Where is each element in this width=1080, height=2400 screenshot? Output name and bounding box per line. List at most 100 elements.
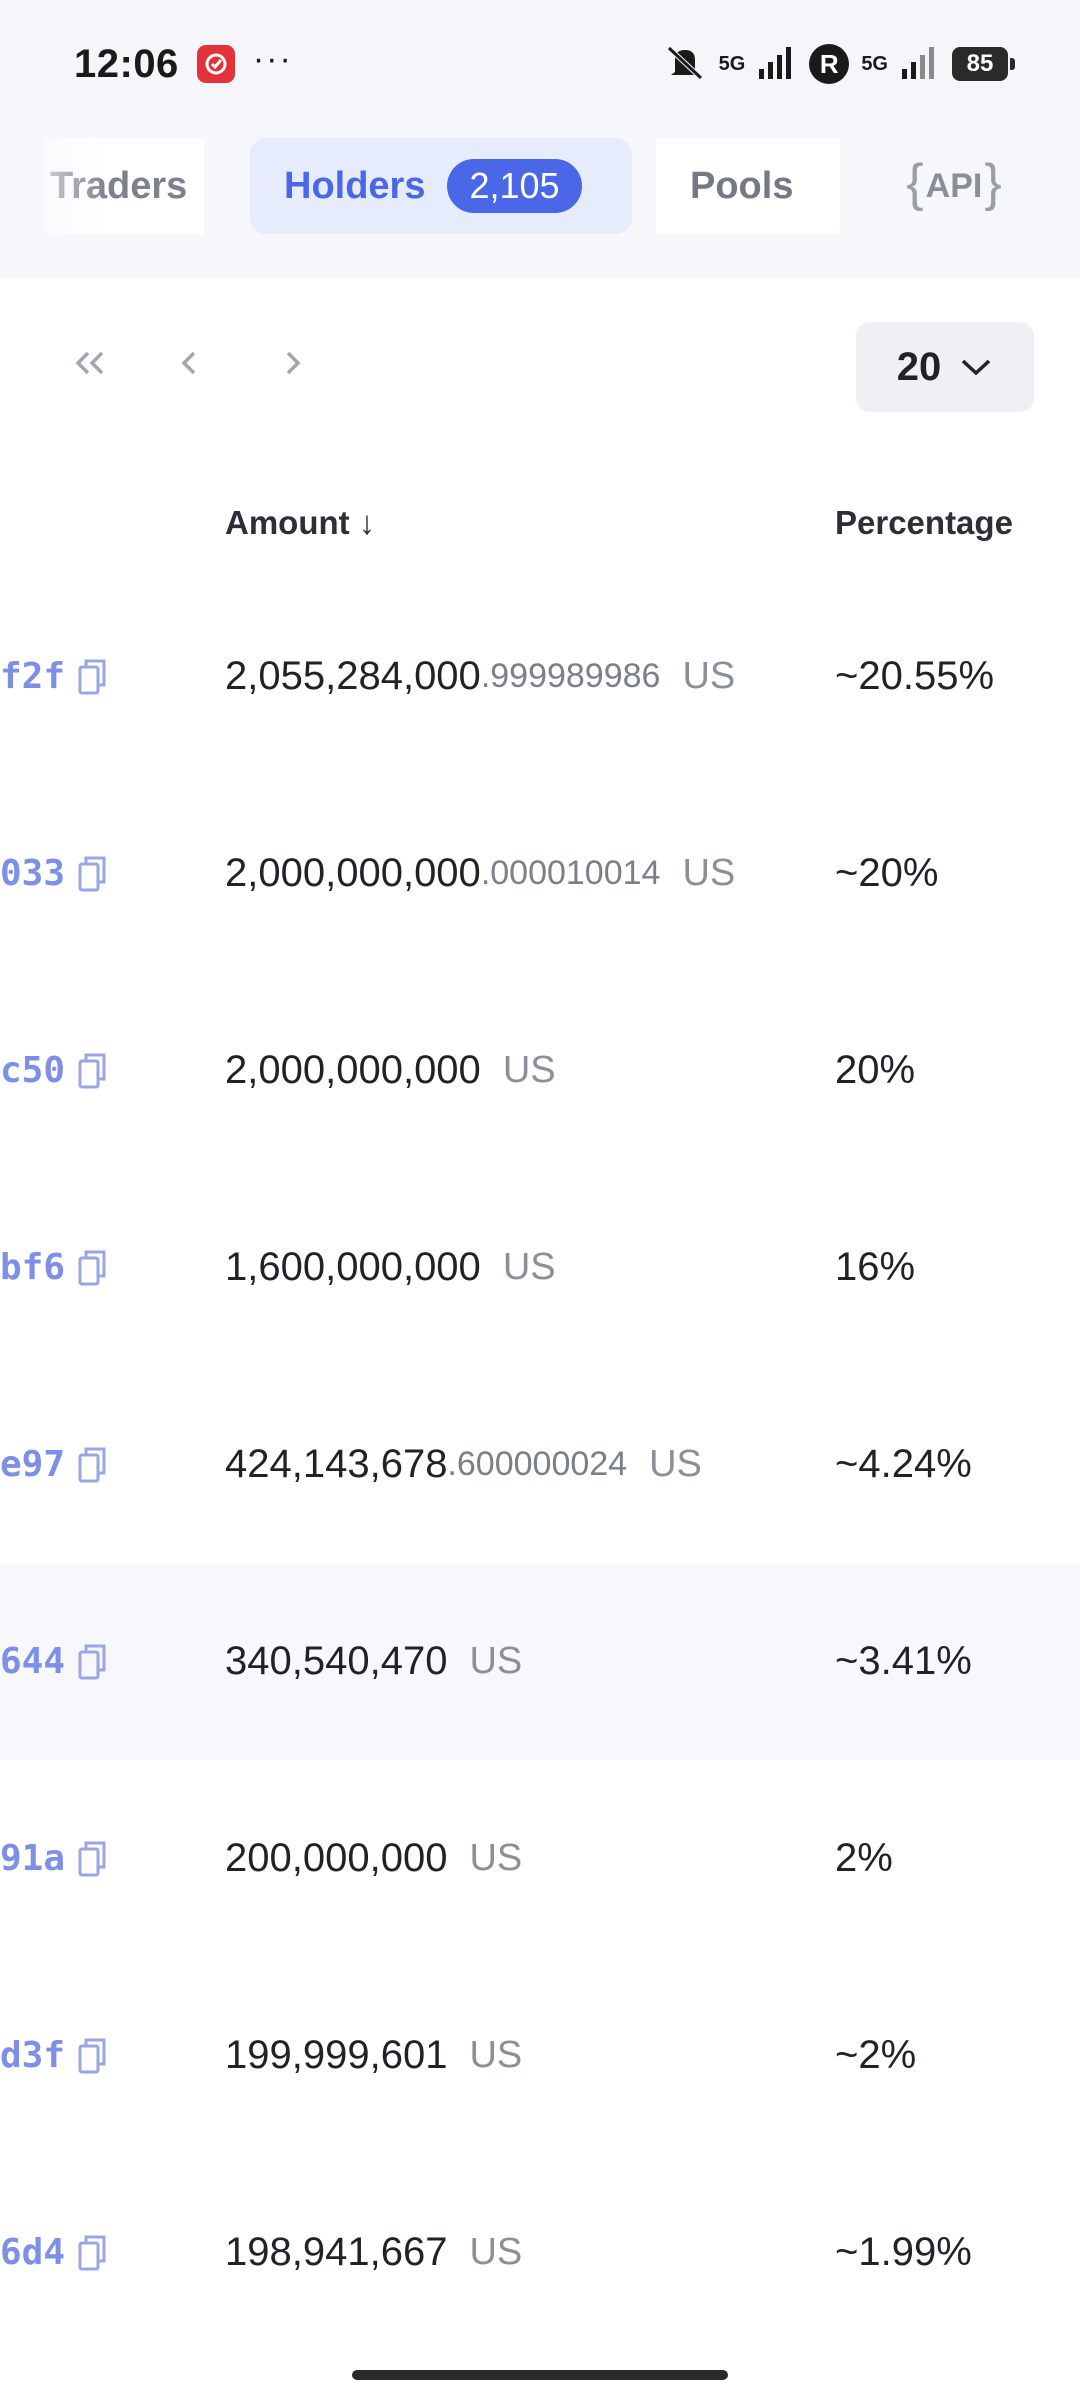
percentage-cell: ~1.99% <box>835 2230 972 2274</box>
amount-unit: US <box>469 2034 523 2076</box>
per-page-value: 20 <box>896 344 942 389</box>
amount-integer: 1,600,000,000 <box>225 1245 481 1289</box>
table-row: d3f 199,999,601 US ~2% <box>0 1957 1080 2154</box>
table-header: Amount ↓ Percentage <box>0 470 1080 578</box>
address-link[interactable]: d3f <box>0 1957 107 2154</box>
column-header-percentage: Percentage <box>835 504 1013 541</box>
amount-cell: 2,000,000,000 US <box>225 972 556 1169</box>
amount-unit: US <box>469 2231 523 2273</box>
table-row: bf6 1,600,000,000 US 16% <box>0 1169 1080 1366</box>
address-link[interactable]: bf6 <box>0 1169 107 1366</box>
chevron-down-icon <box>962 359 991 376</box>
percentage-cell: 16% <box>835 1245 916 1289</box>
amount-decimal: .000010014 <box>480 854 661 892</box>
percentage-cell: 20% <box>835 1048 916 1092</box>
percentage-cell: ~4.24% <box>835 1442 972 1486</box>
tab-holders-label: Holders <box>284 164 426 207</box>
address-text: 6d4 <box>0 2232 66 2273</box>
amount-integer: 200,000,000 <box>225 1836 448 1880</box>
amount-cell: 2,000,000,000.000010014 US <box>225 775 735 972</box>
table-row: 033 2,000,000,000.000010014 US ~20% <box>0 775 1080 972</box>
amount-cell: 200,000,000 US <box>225 1760 522 1957</box>
brace-open-icon: { <box>906 154 924 212</box>
percentage-cell: ~20.55% <box>835 654 995 698</box>
r-badge-icon: R <box>809 44 850 84</box>
address-link[interactable]: 91a <box>0 1760 107 1957</box>
first-page-icon <box>75 351 104 375</box>
address-link[interactable]: 644 <box>0 1563 107 1760</box>
amount-integer: 2,055,284,000 <box>225 654 481 698</box>
amount-integer: 424,143,678 <box>225 1442 448 1486</box>
pagination: 20 <box>0 278 1080 448</box>
address-link[interactable]: 6d4 <box>0 2154 107 2351</box>
first-page-button[interactable] <box>50 323 130 403</box>
address-text: 91a <box>0 1838 66 1879</box>
next-page-icon <box>286 351 301 375</box>
copy-icon[interactable] <box>77 2234 107 2272</box>
table-row: 6d4 198,941,667 US ~1.99% <box>0 2154 1080 2351</box>
address-text: e97 <box>0 1444 66 1485</box>
next-page-button[interactable] <box>252 323 332 403</box>
tab-traders[interactable]: Traders <box>44 138 204 234</box>
copy-icon[interactable] <box>77 855 107 893</box>
amount-cell: 424,143,678.600000024 US <box>225 1366 702 1563</box>
more-notifications-icon: ··· <box>252 39 293 78</box>
tab-api[interactable]: { API } <box>884 138 1024 234</box>
address-link[interactable]: 033 <box>0 775 107 972</box>
per-page-select[interactable]: 20 <box>856 322 1034 412</box>
copy-icon[interactable] <box>77 1249 107 1287</box>
address-link[interactable]: e97 <box>0 1366 107 1563</box>
amount-cell: 2,055,284,000.999989986 US <box>225 578 735 775</box>
address-link[interactable]: c50 <box>0 972 107 1169</box>
address-text: f2f <box>0 656 66 697</box>
copy-icon[interactable] <box>77 1643 107 1681</box>
amount-decimal: .999989986 <box>480 657 661 695</box>
address-text: 644 <box>0 1641 66 1682</box>
battery-icon: 85 <box>952 47 1015 81</box>
amount-integer: 2,000,000,000 <box>225 1048 481 1092</box>
amount-unit: US <box>682 852 736 894</box>
amount-integer: 198,941,667 <box>225 2230 448 2274</box>
amount-unit: US <box>649 1443 702 1485</box>
copy-icon[interactable] <box>77 2037 107 2075</box>
amount-decimal: .600000024 <box>447 1445 628 1483</box>
status-bar: 12:06 ··· 5G R 5G 85 <box>0 0 1080 128</box>
mute-icon <box>663 42 707 87</box>
copy-icon[interactable] <box>77 1446 107 1484</box>
app-icon <box>196 45 235 83</box>
address-link[interactable]: f2f <box>0 578 107 775</box>
copy-icon[interactable] <box>77 1840 107 1878</box>
copy-icon[interactable] <box>77 1052 107 1090</box>
signal-icon-2 <box>900 45 940 84</box>
holders-count-badge: 2,105 <box>447 159 582 213</box>
network-type-2: 5G <box>861 53 888 75</box>
tab-pools[interactable]: Pools <box>656 138 840 234</box>
table-row: c50 2,000,000,000 US 20% <box>0 972 1080 1169</box>
percentage-cell: ~3.41% <box>835 1639 972 1683</box>
tab-api-label: API <box>925 166 983 205</box>
copy-icon[interactable] <box>77 658 107 696</box>
address-text: bf6 <box>0 1247 66 1288</box>
column-header-amount[interactable]: Amount ↓ <box>225 504 376 541</box>
amount-unit: US <box>469 1640 523 1682</box>
amount-cell: 340,540,470 US <box>225 1563 522 1760</box>
holders-table: f2f 2,055,284,000.999989986 US ~20.55% 03… <box>0 578 1080 2351</box>
amount-integer: 2,000,000,000 <box>225 851 481 895</box>
amount-cell: 1,600,000,000 US <box>225 1169 556 1366</box>
prev-page-icon <box>181 351 196 375</box>
table-row: 91a 200,000,000 US 2% <box>0 1760 1080 1957</box>
amount-integer: 199,999,601 <box>225 2033 448 2077</box>
brace-close-icon: } <box>984 154 1002 212</box>
percentage-cell: ~2% <box>835 2033 917 2077</box>
amount-unit: US <box>502 1049 556 1091</box>
table-row: 644 340,540,470 US ~3.41% <box>0 1563 1080 1760</box>
amount-unit: US <box>682 655 736 697</box>
amount-unit: US <box>469 1837 523 1879</box>
signal-icon <box>757 45 797 84</box>
prev-page-button[interactable] <box>150 323 230 403</box>
network-type-1: 5G <box>718 53 746 75</box>
amount-cell: 198,941,667 US <box>225 2154 522 2351</box>
table-row: e97 424,143,678.600000024 US ~4.24% <box>0 1366 1080 1563</box>
home-indicator[interactable] <box>352 2370 728 2380</box>
tab-holders[interactable]: Holders 2,105 <box>250 138 632 234</box>
